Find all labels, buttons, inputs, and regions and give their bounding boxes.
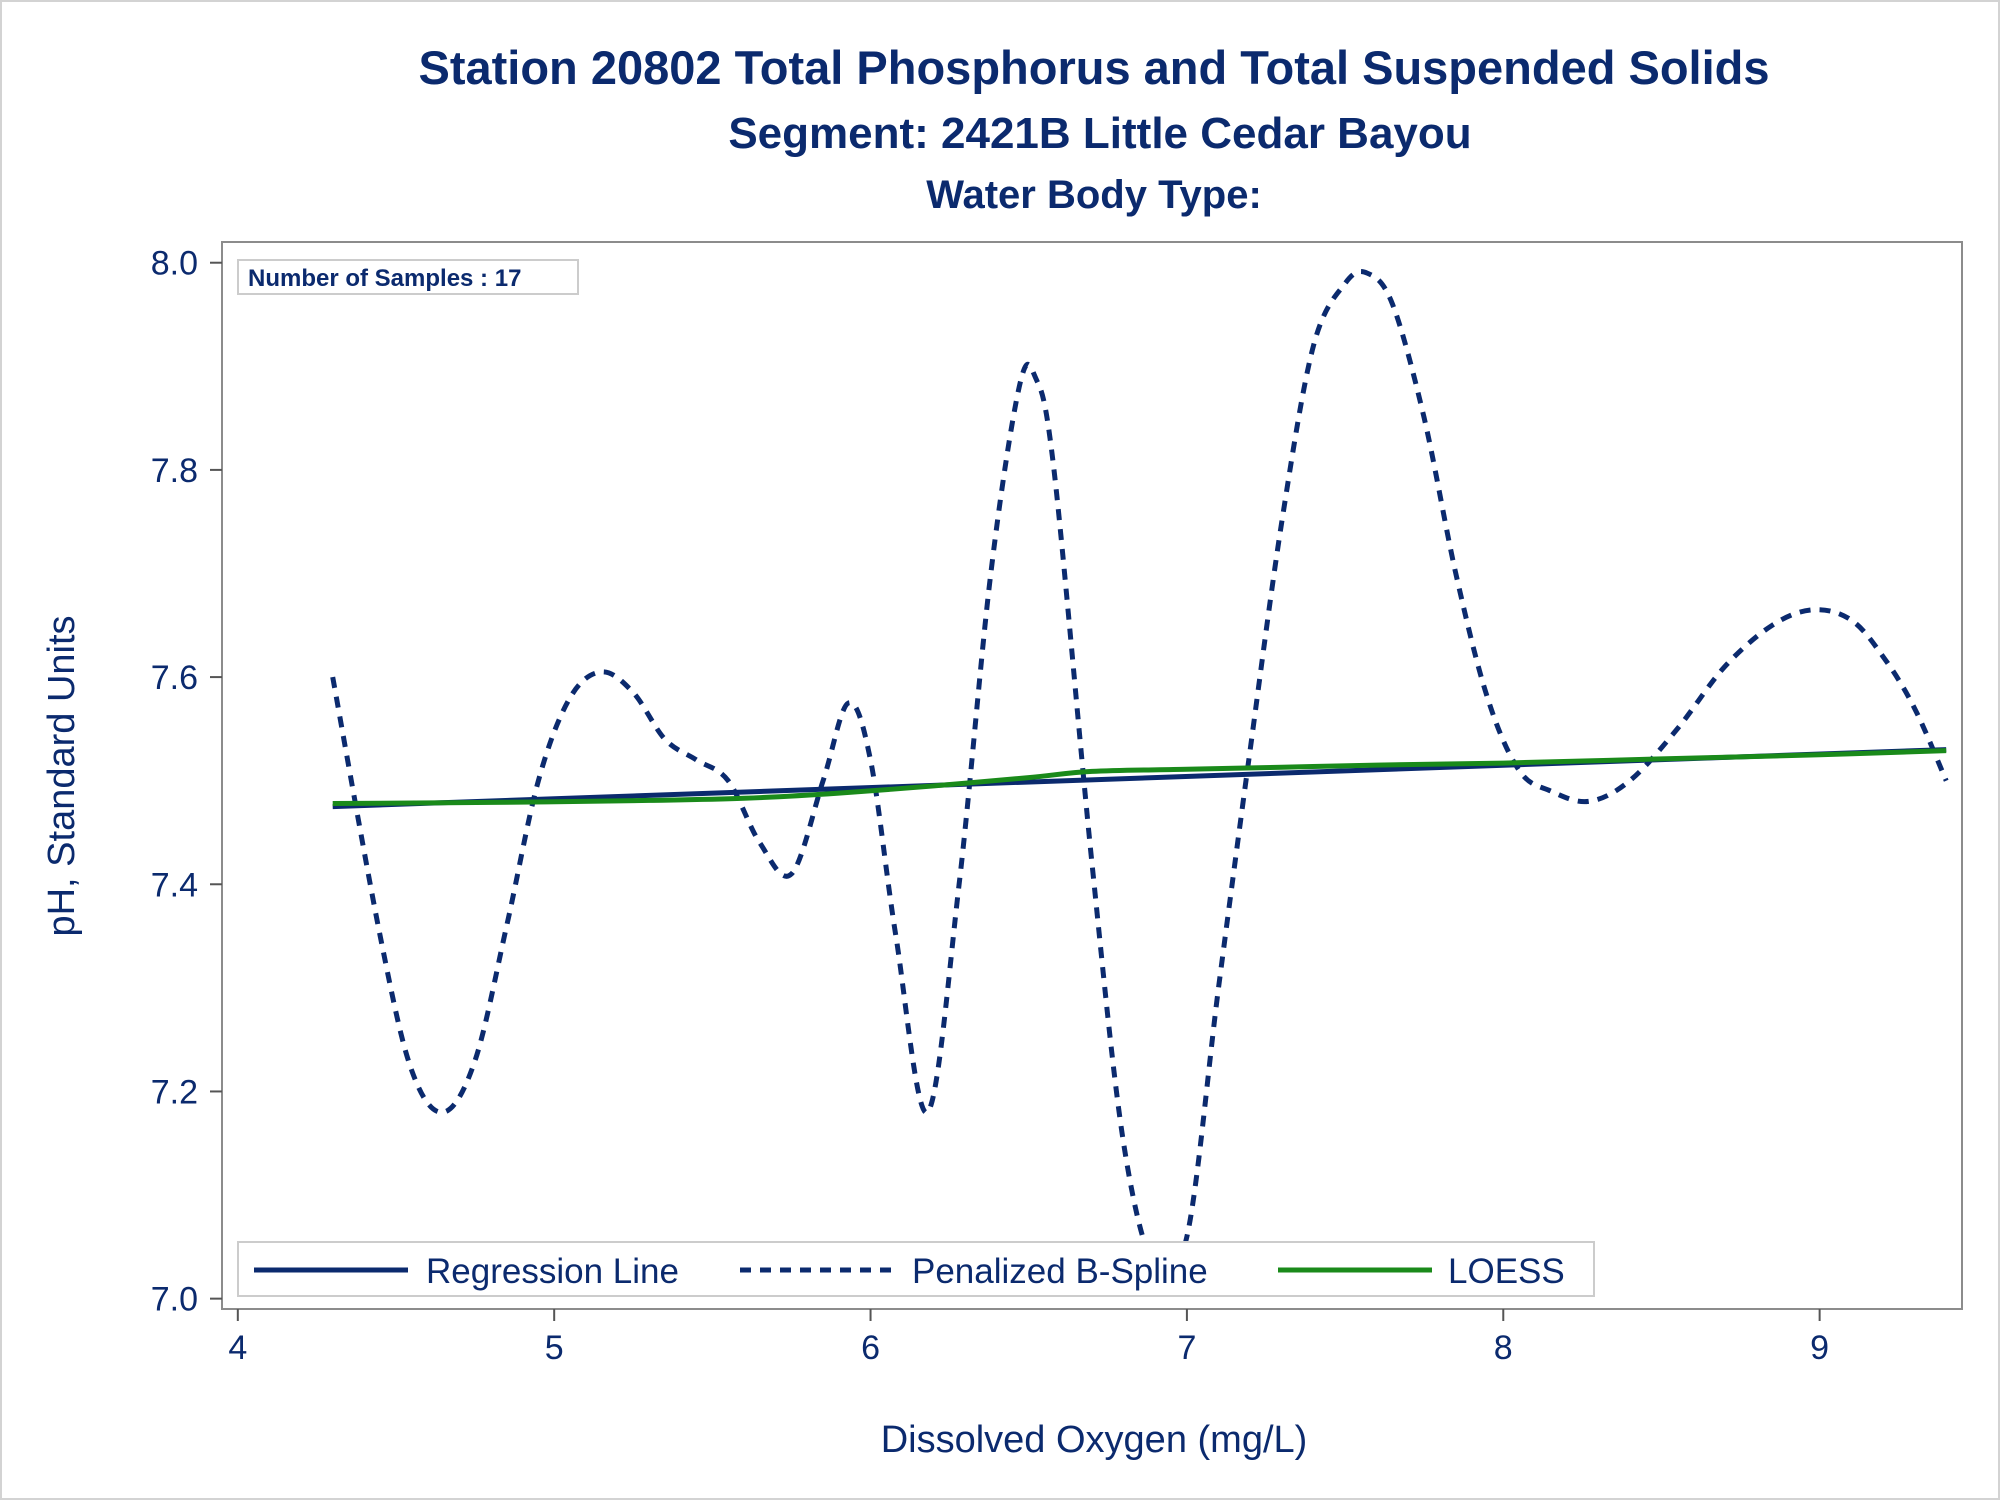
x-tick-label: 4	[228, 1329, 247, 1367]
y-tick-label: 8.0	[151, 245, 198, 283]
sample-count-inset: Number of Samples : 17	[237, 259, 579, 295]
x-tick-label: 7	[1177, 1329, 1196, 1367]
legend-label-spline: Penalized B-Spline	[912, 1252, 1208, 1291]
series-layer	[330, 269, 1949, 1280]
legend: Regression Line Penalized B-Spline LOESS	[237, 1241, 1595, 1297]
sample-count-label: Number of Samples : 17	[248, 265, 521, 292]
series-penalized-b-spline	[330, 269, 1949, 1280]
series-loess	[332, 748, 1947, 806]
sample-count-box	[237, 259, 579, 295]
x-tick-label: 8	[1494, 1329, 1513, 1367]
plot-area	[221, 241, 1963, 1310]
x-tick-label: 6	[861, 1329, 880, 1367]
y-axis-label: pH, Standard Units	[41, 615, 83, 936]
legend-label-loess: LOESS	[1448, 1252, 1565, 1291]
y-tick-label: 7.8	[151, 452, 198, 490]
chart-subtitle-2: Water Body Type:	[926, 173, 1262, 217]
y-axis: 7.0 7.2 7.4 7.6 7.8 8.0	[151, 245, 222, 1319]
y-tick-label: 7.2	[151, 1073, 198, 1111]
legend-label-regression: Regression Line	[426, 1252, 679, 1291]
y-tick-label: 7.6	[151, 659, 198, 697]
chart-title: Station 20802 Total Phosphorus and Total…	[419, 41, 1770, 94]
x-tick-label: 5	[545, 1329, 564, 1367]
y-tick-label: 7.4	[151, 866, 198, 904]
x-axis: 4 5 6 7 8 9	[228, 1309, 1829, 1367]
chart-subtitle: Segment: 2421B Little Cedar Bayou	[728, 109, 1471, 158]
x-axis-label: Dissolved Oxygen (mg/L)	[881, 1419, 1308, 1461]
x-tick-label: 9	[1810, 1329, 1829, 1367]
y-tick-label: 7.0	[151, 1281, 198, 1319]
